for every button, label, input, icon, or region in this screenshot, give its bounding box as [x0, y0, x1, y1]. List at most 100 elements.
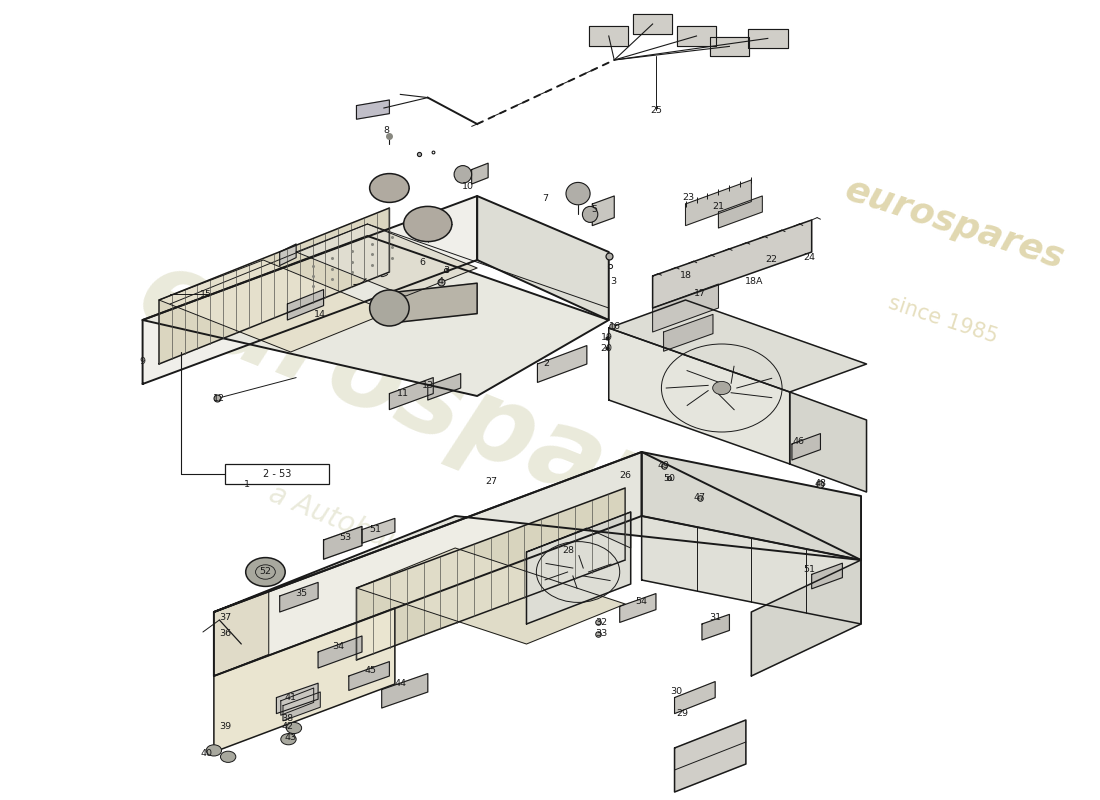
Polygon shape: [160, 260, 389, 352]
Text: 19: 19: [601, 333, 613, 342]
Text: 24: 24: [803, 253, 815, 262]
Circle shape: [370, 174, 409, 202]
Polygon shape: [318, 636, 362, 668]
Text: a Autohaus since 1985: a Autohaus since 1985: [264, 479, 570, 625]
Text: 26: 26: [619, 471, 631, 481]
Text: 13: 13: [421, 381, 433, 390]
Circle shape: [286, 722, 301, 734]
Text: 2 - 53: 2 - 53: [263, 469, 292, 478]
Polygon shape: [608, 300, 867, 392]
Polygon shape: [283, 692, 320, 721]
Circle shape: [404, 206, 452, 242]
Text: 53: 53: [340, 533, 352, 542]
Polygon shape: [538, 346, 586, 382]
Polygon shape: [702, 614, 729, 640]
Text: 22: 22: [766, 255, 777, 265]
Polygon shape: [389, 283, 477, 323]
Text: since 1985: since 1985: [887, 293, 1001, 347]
Text: 15: 15: [200, 290, 212, 299]
Text: 30: 30: [671, 687, 683, 697]
Ellipse shape: [370, 290, 409, 326]
Polygon shape: [527, 512, 630, 624]
Polygon shape: [213, 608, 395, 752]
Polygon shape: [389, 378, 433, 410]
Text: 40: 40: [200, 749, 212, 758]
Polygon shape: [349, 662, 389, 690]
Polygon shape: [323, 526, 362, 559]
Text: 12: 12: [213, 394, 226, 403]
Polygon shape: [632, 14, 672, 34]
Polygon shape: [790, 392, 867, 492]
Polygon shape: [143, 196, 477, 384]
Text: 28: 28: [562, 546, 574, 555]
Circle shape: [206, 745, 221, 756]
Text: 51: 51: [803, 565, 815, 574]
Polygon shape: [213, 452, 861, 612]
Text: 37: 37: [219, 613, 231, 622]
Polygon shape: [143, 236, 608, 396]
Polygon shape: [287, 290, 323, 320]
Text: 31: 31: [710, 613, 722, 622]
Polygon shape: [356, 100, 389, 119]
Polygon shape: [641, 516, 861, 624]
Text: 18A: 18A: [746, 277, 763, 286]
Polygon shape: [279, 582, 318, 612]
Text: 7: 7: [542, 194, 548, 203]
Polygon shape: [356, 488, 625, 660]
Polygon shape: [792, 434, 821, 460]
Polygon shape: [619, 594, 656, 622]
Polygon shape: [280, 688, 314, 715]
Text: 8: 8: [383, 126, 389, 135]
Text: 16: 16: [609, 322, 622, 331]
Text: 47: 47: [694, 493, 706, 502]
Text: 6: 6: [419, 258, 426, 267]
Text: 21: 21: [713, 202, 725, 211]
Circle shape: [245, 558, 285, 586]
Polygon shape: [812, 563, 843, 589]
Text: 33: 33: [595, 629, 607, 638]
Text: 36: 36: [219, 629, 231, 638]
Text: 2: 2: [543, 359, 549, 369]
Circle shape: [280, 734, 296, 745]
Polygon shape: [296, 224, 477, 296]
Text: 52: 52: [260, 567, 272, 577]
Polygon shape: [477, 196, 608, 320]
Polygon shape: [472, 163, 488, 184]
Text: 23: 23: [683, 193, 695, 202]
Polygon shape: [213, 452, 641, 676]
Text: 39: 39: [219, 722, 231, 731]
Text: 46: 46: [792, 437, 804, 446]
Polygon shape: [674, 682, 715, 714]
Text: 43: 43: [285, 733, 297, 742]
Text: 29: 29: [676, 709, 689, 718]
Text: 34: 34: [332, 642, 344, 651]
Circle shape: [713, 382, 730, 394]
Text: 1: 1: [244, 480, 250, 490]
Text: 48: 48: [814, 479, 826, 489]
Text: 3: 3: [610, 277, 616, 286]
Ellipse shape: [566, 182, 590, 205]
Text: eurospares: eurospares: [123, 238, 799, 594]
Text: 35: 35: [296, 589, 308, 598]
Ellipse shape: [454, 166, 472, 183]
Polygon shape: [685, 180, 751, 226]
Ellipse shape: [582, 206, 597, 222]
Polygon shape: [213, 590, 268, 676]
Polygon shape: [641, 452, 861, 560]
Text: 38: 38: [282, 714, 294, 723]
Text: 27: 27: [485, 477, 497, 486]
Polygon shape: [588, 26, 628, 46]
Polygon shape: [674, 720, 746, 792]
Text: 10: 10: [462, 182, 474, 191]
Circle shape: [220, 751, 235, 762]
Bar: [224, 464, 329, 483]
Polygon shape: [362, 518, 395, 543]
Text: 3: 3: [443, 266, 450, 275]
Polygon shape: [710, 37, 749, 56]
Polygon shape: [428, 374, 461, 400]
Text: 14: 14: [315, 310, 327, 319]
Text: 50: 50: [663, 474, 675, 483]
Polygon shape: [279, 244, 296, 266]
Polygon shape: [663, 314, 713, 351]
Text: 51: 51: [370, 525, 381, 534]
